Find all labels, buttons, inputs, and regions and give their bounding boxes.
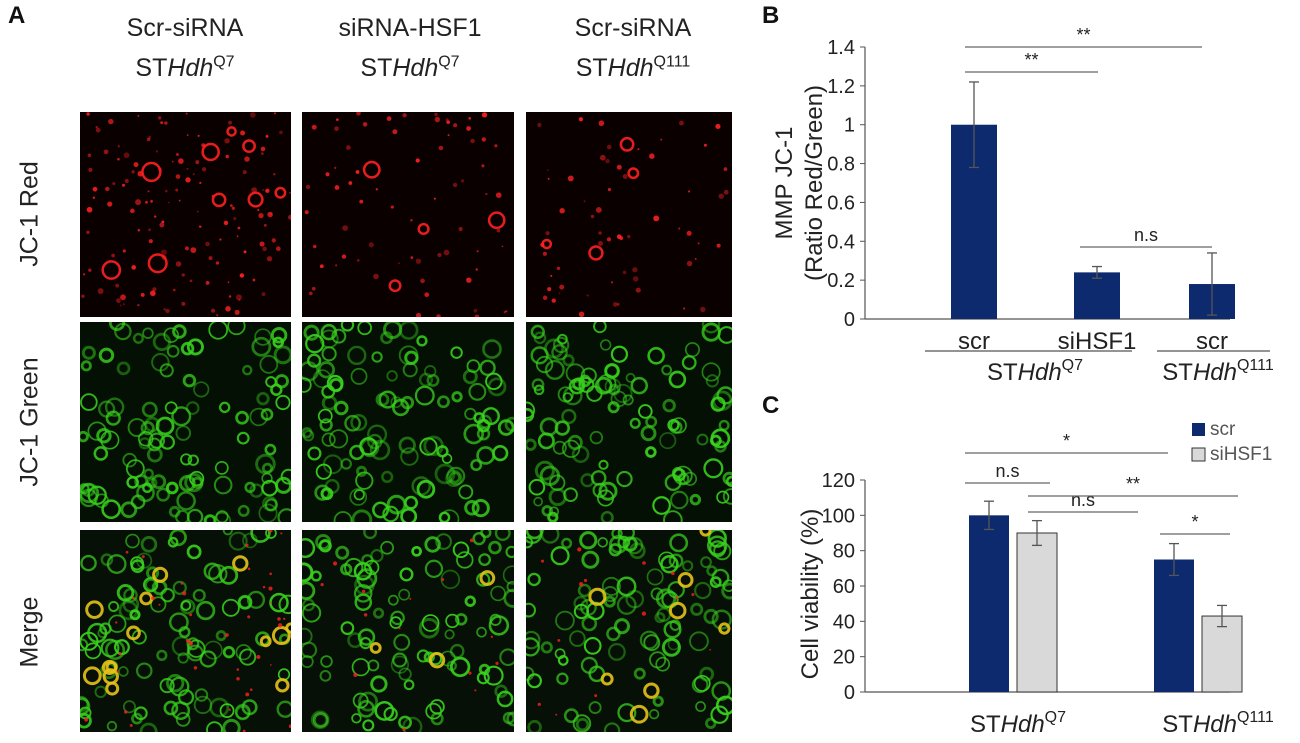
micrograph-r3-c3 xyxy=(526,530,732,732)
panel-letter-a: A xyxy=(8,2,26,29)
micrograph-r2-c3 xyxy=(526,322,732,522)
chart-c-ytick-label: 40 xyxy=(833,611,855,633)
panel-letter-b: B xyxy=(762,2,780,29)
chart-c-bar-scr-1 xyxy=(969,515,1009,692)
chart-b-ytick-label: 0.2 xyxy=(827,270,855,292)
chart-c-legend-swatch-scr xyxy=(1192,423,1205,436)
column-header-2-line2: STHdhQ7 xyxy=(360,53,460,82)
row-label-red: JC-1 Red xyxy=(15,161,44,267)
chart-c-ylabel: Cell viability (%) xyxy=(797,509,824,680)
chart-c-legend-swatch-siHSF1 xyxy=(1191,447,1206,462)
chart-c-group-label-1: STHdhQ7 xyxy=(970,709,1066,738)
chart-c-group-label-2: STHdhQ111 xyxy=(1162,709,1274,738)
chart-c-bar-siHSF1-1 xyxy=(1016,532,1058,693)
column-header-1-line2: STHdhQ7 xyxy=(135,53,235,82)
chart-b-ytick-label: 0.8 xyxy=(827,154,855,176)
chart-c-significance-label: * xyxy=(1063,431,1070,451)
chart-c-significance-label: ** xyxy=(1126,474,1140,494)
panel-letter-c: C xyxy=(762,392,780,419)
chart-c-significance-label: * xyxy=(1191,512,1198,532)
row-label-merge: Merge xyxy=(15,596,44,668)
chart-c-bar-siHSF1-2 xyxy=(1201,615,1243,693)
column-header-3-line2: STHdhQ111 xyxy=(575,53,691,82)
column-header-3: Scr-siRNA STHdhQ111 xyxy=(518,8,748,88)
chart-c-ytick-label: 100 xyxy=(822,505,855,527)
chart-c-ytick-label: 80 xyxy=(833,541,855,563)
column-header-2-line1: siRNA-HSF1 xyxy=(338,14,482,42)
chart-b-group-label-2: STHdhQ111 xyxy=(1162,357,1274,380)
chart-b-ytick-label: 0.6 xyxy=(827,192,855,214)
chart-c-legend-label-scr: scr xyxy=(1210,419,1236,440)
chart-b-significance-label: ** xyxy=(1024,50,1038,70)
micrograph-r1-c2 xyxy=(302,112,514,317)
chart-b-ytick-label: 0 xyxy=(844,309,855,331)
chart-c-ytick-label: 20 xyxy=(833,647,855,669)
chart-b-significance-label: ** xyxy=(1076,25,1090,45)
chart-b-significance-label: n.s xyxy=(1134,225,1158,245)
micrograph-r2-c2 xyxy=(302,322,514,522)
row-label-green: JC-1 Green xyxy=(15,357,44,487)
chart-b-ytick-label: 1.4 xyxy=(827,37,855,59)
micrograph-r3-c1 xyxy=(80,530,291,732)
chart-b-group-label-1: STHdhQ7 xyxy=(987,357,1083,380)
chart-c-significance-label: n.s xyxy=(1071,490,1095,510)
chart-b-bar-2 xyxy=(1074,272,1120,319)
chart-c-bar-scr-2 xyxy=(1154,559,1194,692)
micrograph-r3-c2 xyxy=(302,530,514,732)
chart-b-ytick-label: 0.4 xyxy=(827,231,855,253)
column-header-2: siRNA-HSF1 STHdhQ7 xyxy=(295,8,525,88)
column-header-1: Scr-siRNA STHdhQ7 xyxy=(70,8,300,88)
chart-c-ytick-label: 60 xyxy=(833,576,855,598)
chart-c-significance-label: n.s xyxy=(995,461,1019,481)
chart-cell-viability: 0 20 40 60 80 100 120 Cell viability (%) STHdhQ7… xyxy=(797,419,1274,738)
chart-c-ytick-label: 120 xyxy=(822,470,855,492)
chart-b-ytick-label: 1.2 xyxy=(827,76,855,98)
chart-b-ylabel-line2: (Ratio Red/Green) xyxy=(801,85,828,281)
chart-c-ytick-label: 0 xyxy=(844,682,855,704)
micrograph-r2-c1 xyxy=(80,322,291,522)
column-header-3-line1: Scr-siRNA xyxy=(574,14,692,42)
column-header-1-line1: Scr-siRNA xyxy=(126,14,244,42)
micrograph-r1-c3 xyxy=(526,112,732,317)
chart-b-ylabel-line1: MMP JC-1 xyxy=(771,127,798,240)
micrograph-r1-c1 xyxy=(80,112,291,317)
chart-mmp-jc1: 0 0.2 0.4 0.6 0.8 1 1.2 1.4 MMP JC-1 (Ratio Red/G… xyxy=(771,25,1274,380)
chart-c-legend-label-siHSF1: siHSF1 xyxy=(1210,444,1272,465)
chart-b-ytick-label: 1 xyxy=(844,115,855,137)
